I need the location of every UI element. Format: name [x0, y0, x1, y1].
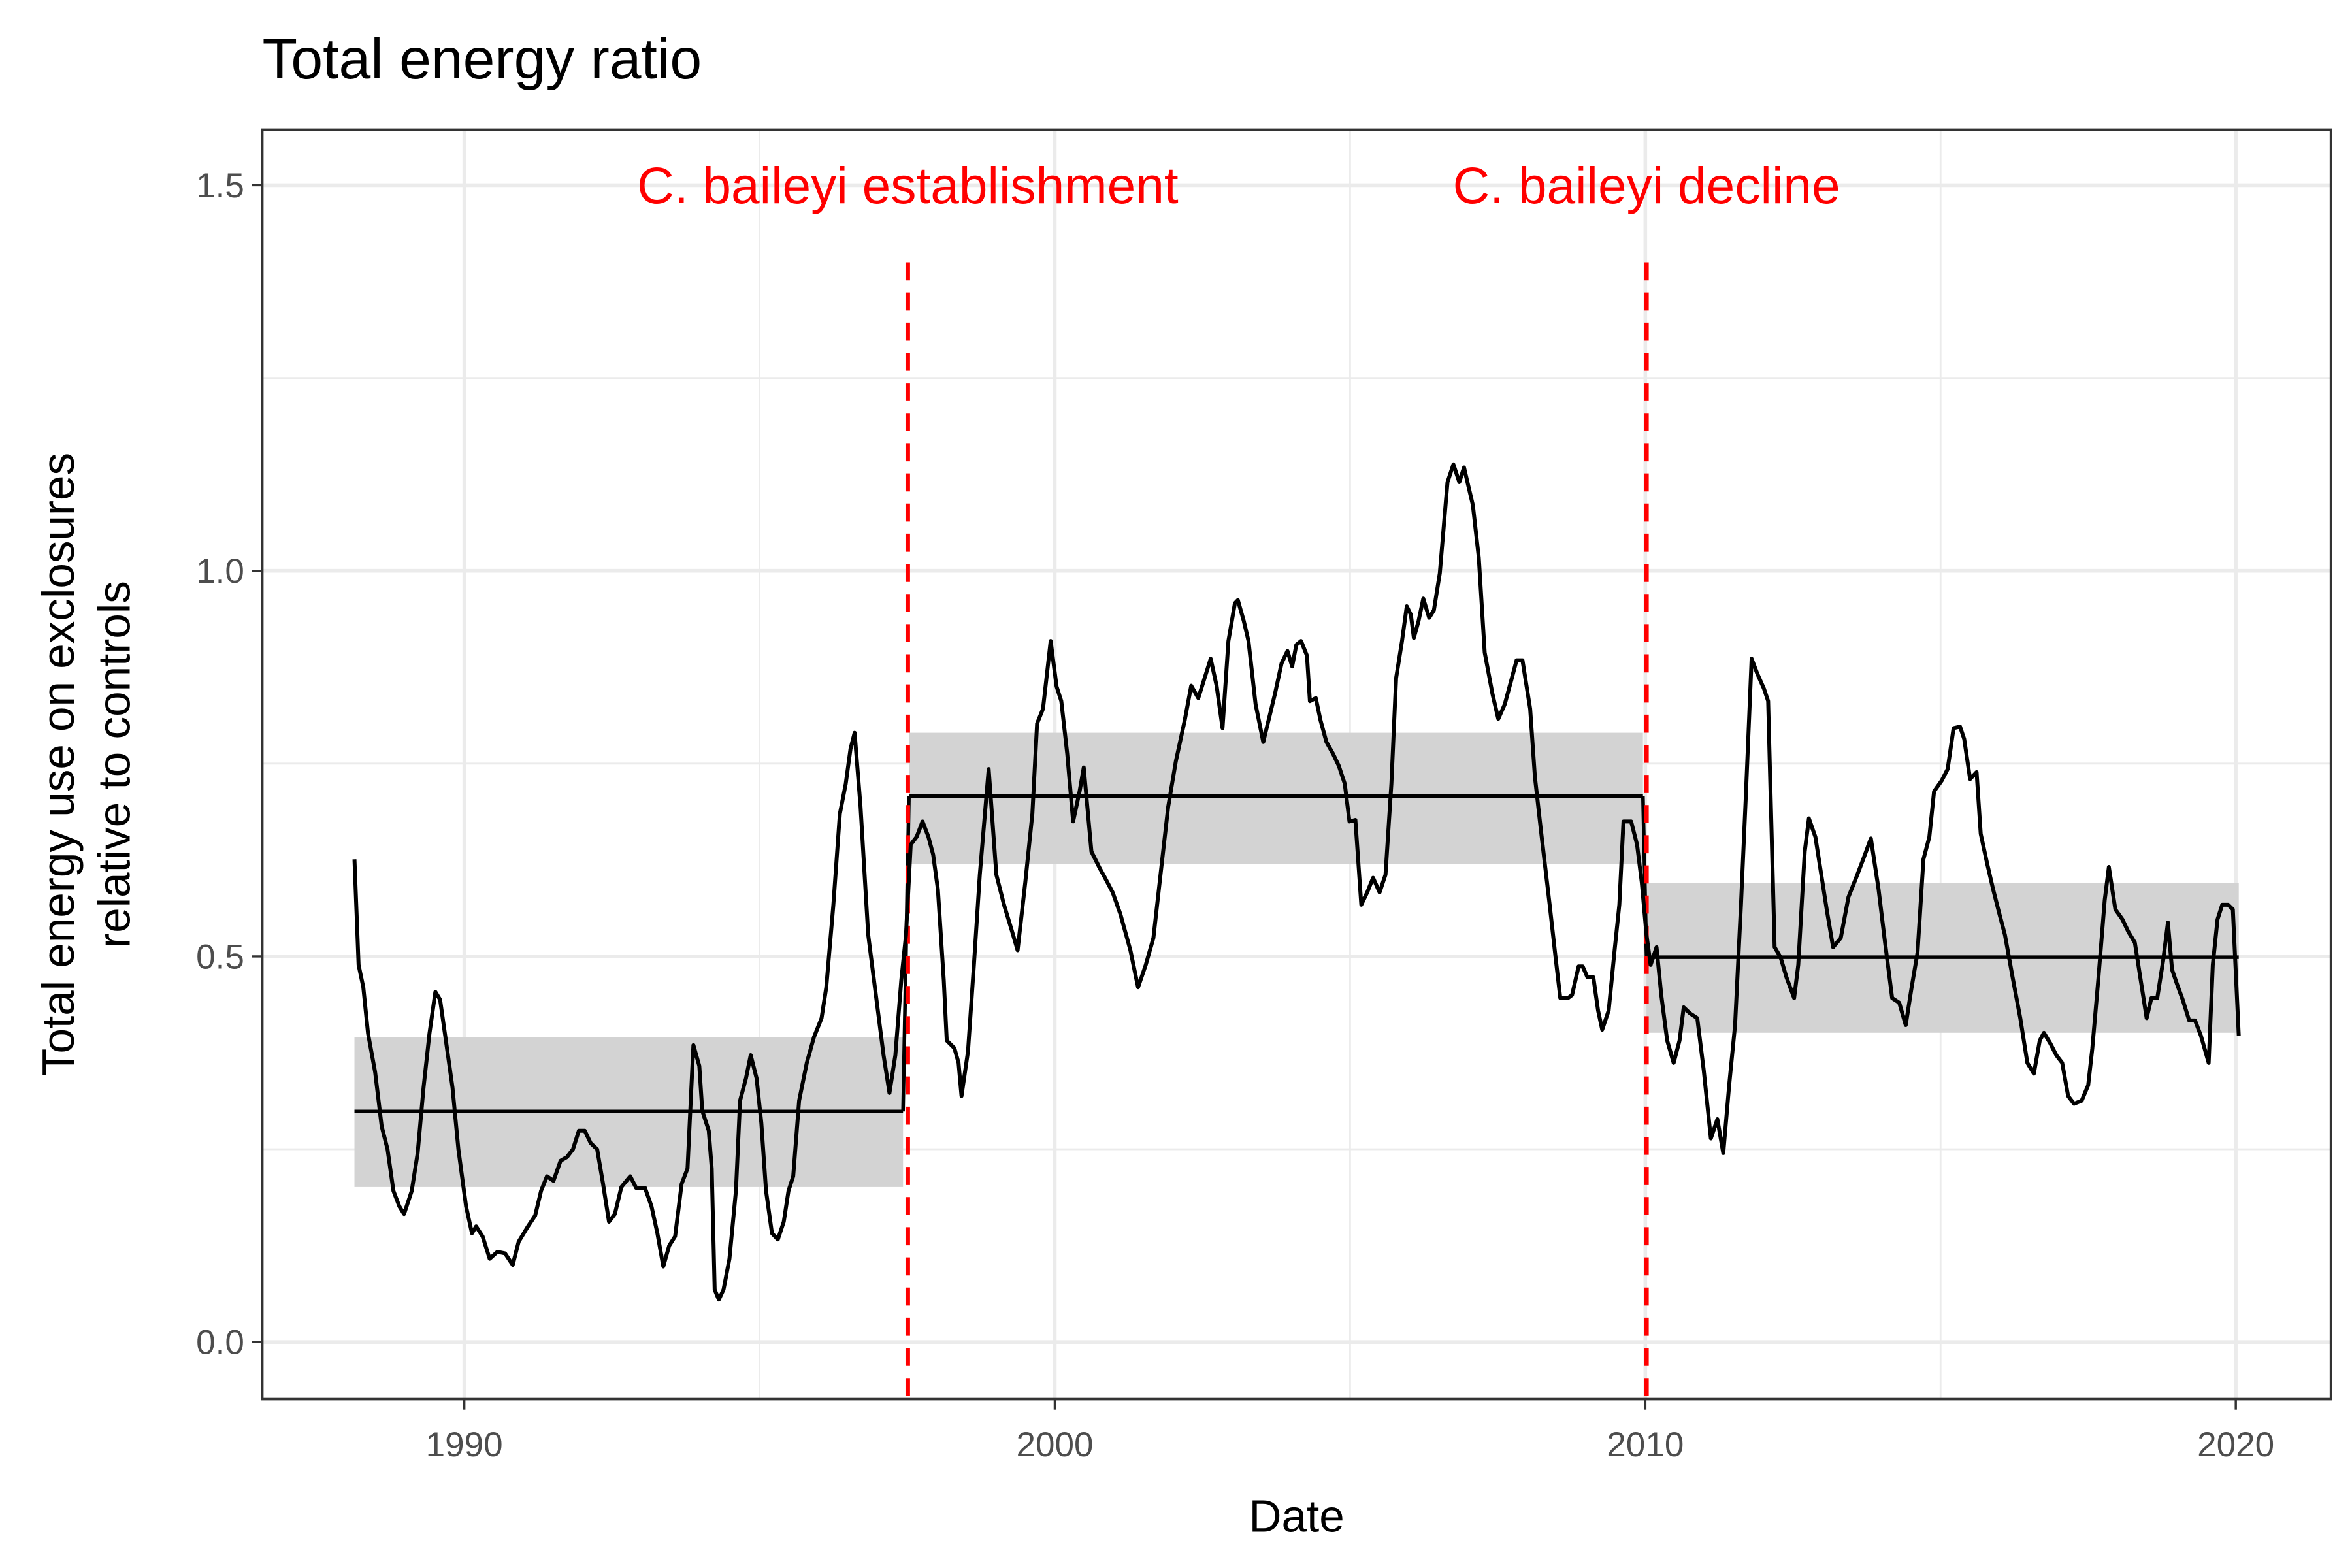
data-line	[352, 462, 2241, 1302]
y-tick-label: 0.5	[196, 938, 244, 976]
y-axis-title: relative to controls	[88, 581, 139, 948]
changepoint-label: C. baileyi decline	[1453, 157, 1840, 214]
x-tick-label: 2020	[2197, 1426, 2274, 1464]
y-tick-label: 1.0	[196, 552, 244, 591]
changepoint-label: C. baileyi establishment	[637, 157, 1179, 214]
chart-title: Total energy ratio	[263, 27, 702, 91]
x-tick-label: 2000	[1016, 1426, 1093, 1464]
x-axis-title: Date	[1249, 1491, 1345, 1542]
y-axis-title: Total energy use on exclosures	[33, 453, 84, 1076]
panel-border	[261, 128, 2332, 1401]
x-tick-label: 1990	[426, 1426, 503, 1464]
y-tick-label: 0.0	[196, 1324, 244, 1362]
x-tick-label: 2010	[1607, 1426, 1684, 1464]
y-tick-label: 1.5	[196, 167, 244, 205]
